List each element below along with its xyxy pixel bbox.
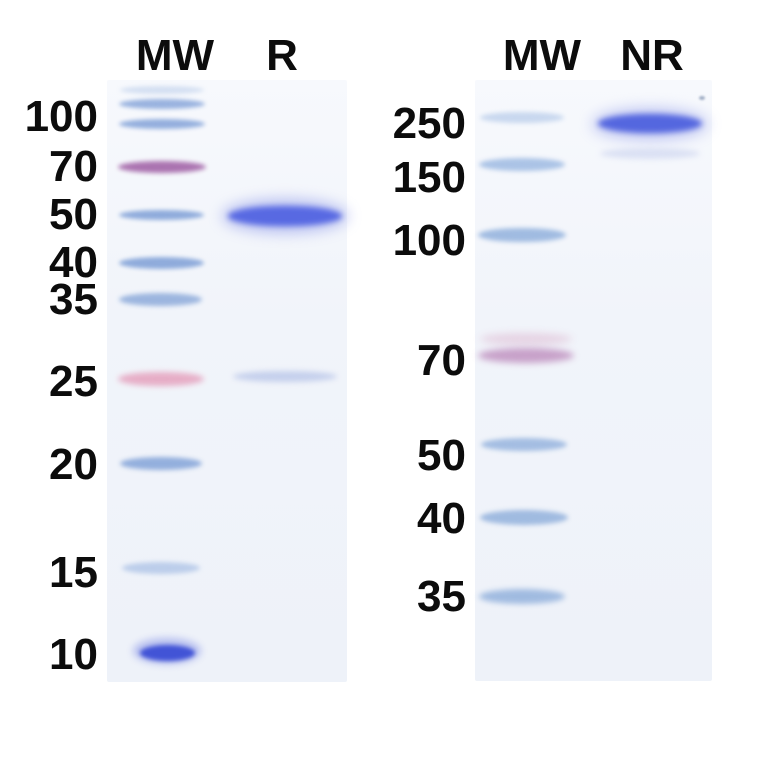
left-gel-marker-25kda: 25 [49, 357, 98, 406]
right-gel-ladder-band-40 [480, 510, 568, 525]
left-gel-marker-50kda: 50 [49, 190, 98, 239]
left-gel-ladder-band-20 [120, 457, 202, 470]
left-gel-marker-70kda: 70 [49, 142, 98, 191]
right-gel-ladder-band-250 [480, 112, 564, 123]
left-gel-ladder-band-15 [122, 562, 200, 574]
left-gel-ladder-band-25 [118, 372, 204, 386]
left-gel-sample-band-light [233, 371, 337, 382]
right-gel-marker-250kda: 250 [392, 99, 466, 148]
left-gel-ladder-band-10 [140, 645, 195, 661]
left-gel-marker-35kda: 35 [49, 275, 98, 324]
right-gel-marker-150kda: 150 [392, 153, 466, 202]
left-gel-ladder-band-150 [119, 99, 205, 109]
left-gel-ladder-band-70 [118, 161, 206, 173]
right-gel-marker-lane-label: MW [502, 31, 582, 80]
left-gel-ladder-band-40 [119, 257, 204, 269]
left-gel-ladder-band-top-faint [120, 86, 204, 94]
right-gel-marker-70kda: 70 [417, 336, 466, 385]
right-gel-ladder-band-100 [478, 228, 566, 242]
left-gel-marker-15kda: 15 [49, 548, 98, 597]
right-gel-sample-lane-label: NR [620, 31, 684, 80]
left-gel-marker-40kda: 40 [49, 238, 98, 287]
right-gel-ladder-band-70 [478, 348, 574, 363]
left-gel-sample-band-heavy [228, 206, 342, 226]
right-gel-marker-50kda: 50 [417, 431, 466, 480]
right-gel-sample-band-faint-under [600, 148, 700, 159]
right-gel-ladder-band-150 [479, 158, 565, 171]
left-gel-marker-lane-label: MW [135, 31, 215, 80]
right-gel-ladder-band-70-smear [480, 333, 572, 345]
left-gel-marker-100kda: 100 [24, 92, 98, 141]
left-gel-ladder-band-50 [119, 210, 204, 220]
right-gel-debris-speck [699, 96, 705, 100]
right-gel-marker-100kda: 100 [392, 216, 466, 265]
left-gel-ladder-band-100 [119, 119, 205, 129]
left-gel-sample-lane-label: R [266, 31, 298, 80]
right-gel-marker-35kda: 35 [417, 572, 466, 621]
right-gel-image [475, 80, 712, 681]
left-gel-marker-10kda: 10 [49, 630, 98, 679]
right-gel-ladder-band-35 [479, 589, 565, 604]
right-gel-marker-40kda: 40 [417, 494, 466, 543]
left-gel-marker-20kda: 20 [49, 440, 98, 489]
left-gel-ladder-band-35 [119, 293, 202, 306]
right-gel-sample-band-main [598, 114, 702, 133]
right-gel-ladder-band-50 [481, 438, 567, 451]
